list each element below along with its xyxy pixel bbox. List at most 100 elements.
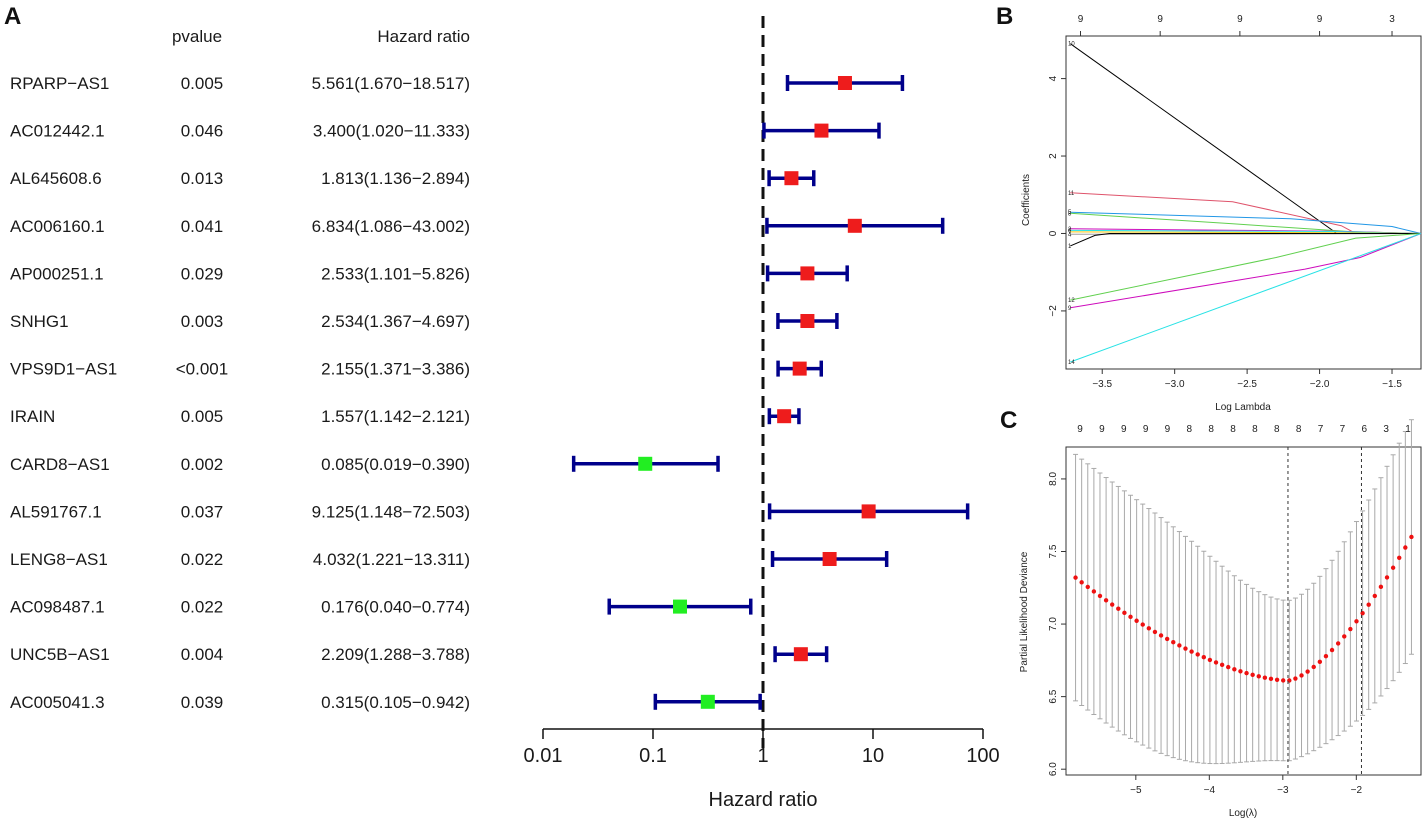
pvalue-label: 0.046 [181, 122, 224, 141]
cv-point [1256, 674, 1261, 679]
coef-path [1070, 192, 1357, 234]
coef-path-label: 2 [1068, 227, 1072, 233]
top-tick-label: 9 [1165, 424, 1171, 435]
coef-path-label: 1 [1068, 244, 1072, 250]
cv-point [1274, 677, 1280, 682]
top-tick-label: 9 [1157, 14, 1163, 25]
pvalue-label: 0.002 [181, 455, 224, 474]
pvalue-label: 0.013 [181, 169, 224, 188]
cv-point [1177, 643, 1182, 648]
hr-label: 2.534(1.367−4.697) [321, 312, 470, 331]
top-tick-label: 9 [1121, 424, 1127, 435]
x-tick-label: −5 [1130, 785, 1142, 796]
coef-path [1070, 233, 1422, 363]
coef-path-label: 12 [1068, 298, 1075, 304]
top-tick-label: 7 [1318, 424, 1324, 435]
y-tick-label: 7.0 [1048, 617, 1059, 631]
panel-letter-b: B [996, 3, 1013, 30]
y-tick-label: 8.0 [1048, 472, 1059, 486]
y-tick-label: 6.5 [1048, 689, 1059, 703]
hr-label: 2.533(1.101−5.826) [321, 264, 470, 283]
x-tick-label: −4 [1204, 785, 1216, 796]
cv-point [1232, 667, 1237, 672]
x-tick-label: −3.0 [1165, 379, 1185, 390]
hr-label: 0.315(0.105−0.942) [321, 693, 470, 712]
hr-label: 2.209(1.288−3.788) [321, 645, 470, 664]
top-tick-label: 8 [1252, 424, 1258, 435]
pvalue-label: 0.022 [181, 598, 224, 617]
cv-point [1390, 565, 1396, 570]
top-tick-label: 9 [1077, 424, 1083, 435]
cv-point [1384, 575, 1390, 580]
gene-label: VPS9D1−AS1 [10, 360, 117, 379]
cv-point [1195, 652, 1200, 657]
cv-point [1189, 649, 1194, 654]
gene-label: CARD8−AS1 [10, 455, 110, 474]
cv-point [1097, 593, 1103, 599]
gene-label: AC005041.3 [10, 693, 105, 712]
hr-point [837, 76, 852, 90]
cv-point [1329, 647, 1335, 653]
cv-point [1201, 655, 1207, 660]
cv-point [1213, 660, 1219, 665]
hr-point [793, 647, 808, 662]
x-tick-label: −2.5 [1237, 379, 1257, 390]
panel-letter-a: A [4, 3, 21, 30]
hr-point [847, 218, 862, 233]
b-y-label: Coefficients [1021, 174, 1032, 226]
gene-label: AC098487.1 [10, 598, 105, 617]
pvalue-label: 0.005 [181, 407, 224, 426]
hr-label: 6.834(1.086−43.002) [312, 217, 470, 236]
cv-point [1079, 580, 1084, 585]
y-tick-label: −2 [1048, 305, 1059, 317]
gene-label: RPARP−AS1 [10, 74, 109, 93]
top-tick-label: 9 [1317, 14, 1323, 25]
x-tick-label: −2.0 [1310, 379, 1330, 390]
hr-label: 1.557(1.142−2.121) [321, 407, 470, 426]
hr-point [673, 599, 688, 614]
coef-path-label: 7 [1068, 230, 1072, 236]
pvalue-label: 0.005 [181, 74, 224, 93]
top-tick-label: 7 [1340, 424, 1346, 435]
cv-point [1164, 636, 1170, 642]
top-tick-label: 1 [1405, 424, 1411, 435]
y-tick-label: 2 [1048, 153, 1059, 159]
pvalue-label: 0.041 [181, 217, 224, 236]
cv-point [1134, 618, 1139, 623]
gene-label: SNHG1 [10, 312, 69, 331]
cv-point [1183, 646, 1188, 651]
cv-point [1317, 659, 1323, 665]
cv-point [1348, 626, 1353, 632]
axis-tick-label: 0.01 [524, 745, 563, 767]
cv-point [1207, 657, 1213, 663]
coef-path-label: 6 [1068, 228, 1072, 234]
hr-point [861, 504, 876, 519]
pvalue-label: 0.003 [181, 312, 224, 331]
cv-point [1280, 678, 1286, 683]
hr-point [700, 694, 715, 709]
cv-point [1109, 602, 1115, 607]
cv-point [1354, 619, 1359, 624]
top-tick-label: 8 [1274, 424, 1280, 435]
axis-tick-label: 10 [862, 745, 884, 767]
cv-point [1103, 598, 1109, 603]
x-tick-label: −1.5 [1382, 379, 1402, 390]
top-tick-label: 9 [1099, 424, 1105, 435]
cv-point [1311, 664, 1316, 670]
cv-point [1305, 669, 1310, 674]
coef-path-label: 11 [1068, 191, 1075, 197]
cv-point [1219, 662, 1225, 668]
c-y-label: Partial Likelihood Deviance [1019, 551, 1030, 672]
axis-tick-label: 1 [757, 745, 768, 767]
top-tick-label: 8 [1187, 424, 1193, 435]
top-tick-label: 8 [1296, 424, 1302, 435]
x-tick-label: −2 [1351, 785, 1363, 796]
top-tick-label: 3 [1383, 424, 1389, 435]
cv-point [1378, 584, 1384, 590]
cv-point [1409, 534, 1414, 540]
cv-point [1140, 622, 1145, 627]
pvalue-label: 0.039 [181, 693, 224, 712]
pvalue-label: 0.004 [181, 645, 224, 664]
hr-point [777, 409, 792, 424]
coef-path [1070, 233, 1422, 309]
